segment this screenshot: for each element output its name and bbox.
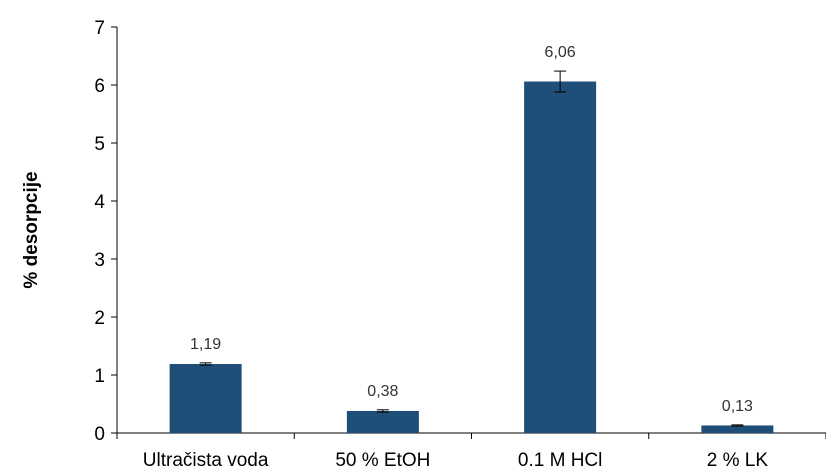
- chart-labels: 1,19 Ultračista voda 0,38 50 % EtOH 6,06 0.1 …: [143, 44, 769, 471]
- y-tick-label: 7: [94, 18, 105, 39]
- y-tick-label: 3: [94, 250, 105, 271]
- data-label: 0,38: [367, 383, 398, 400]
- category-label: 50 % EtOH: [335, 450, 430, 471]
- data-label: 0,13: [722, 398, 753, 415]
- y-axis-title: % desorpcije: [21, 171, 42, 288]
- bar: [701, 425, 774, 433]
- y-tick-label: 2: [94, 308, 105, 329]
- y-tick-label: 4: [94, 192, 105, 213]
- y-tick-label: 5: [94, 134, 105, 155]
- y-tick-label: 0: [94, 424, 105, 445]
- error-bar: [554, 70, 567, 93]
- data-label: 6,06: [545, 44, 576, 61]
- bar: [524, 81, 597, 434]
- bar: [346, 410, 419, 433]
- error-bar: [376, 409, 389, 413]
- data-label: 1,19: [190, 336, 221, 353]
- category-label: 2 % LK: [707, 450, 769, 471]
- error-bar: [731, 424, 744, 427]
- y-tick-label: 6: [94, 76, 105, 97]
- chart-bars: [169, 70, 774, 434]
- y-tick-label: 1: [94, 366, 105, 387]
- category-label: 0.1 M HCl: [518, 450, 602, 471]
- category-label: Ultračista voda: [143, 450, 269, 471]
- bar: [169, 363, 242, 433]
- error-bar: [199, 362, 212, 366]
